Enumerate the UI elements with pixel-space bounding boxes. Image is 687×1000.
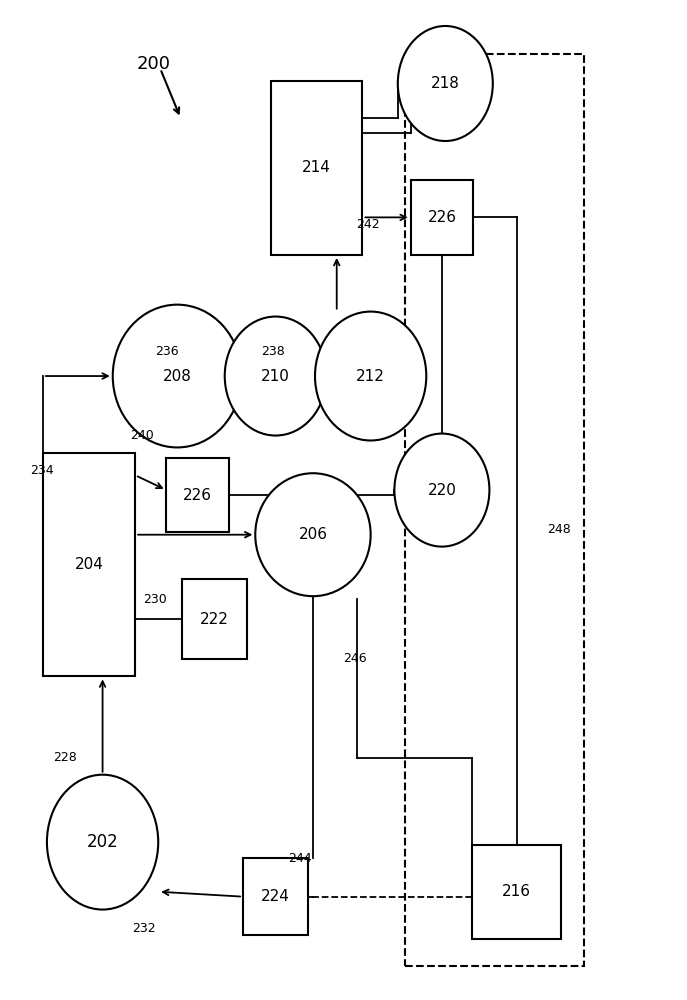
Text: 238: 238 <box>260 345 284 358</box>
Bar <box>473 845 561 939</box>
Text: 212: 212 <box>356 369 385 384</box>
Ellipse shape <box>398 26 493 141</box>
Bar <box>166 458 229 532</box>
Ellipse shape <box>113 305 242 447</box>
Bar <box>243 858 308 935</box>
Text: 234: 234 <box>30 464 54 477</box>
Bar <box>271 81 362 255</box>
Ellipse shape <box>225 317 326 436</box>
Text: 206: 206 <box>298 527 328 542</box>
Text: 202: 202 <box>87 833 118 851</box>
Bar <box>182 579 247 659</box>
Ellipse shape <box>394 434 489 547</box>
Text: 204: 204 <box>75 557 104 572</box>
Bar <box>405 54 585 966</box>
Text: 200: 200 <box>137 55 170 73</box>
Text: 208: 208 <box>163 369 192 384</box>
Text: 210: 210 <box>261 369 290 384</box>
Text: 216: 216 <box>502 884 531 899</box>
Text: 240: 240 <box>130 429 153 442</box>
Text: 244: 244 <box>288 852 311 865</box>
Text: 214: 214 <box>302 160 331 175</box>
Text: 226: 226 <box>183 488 212 503</box>
Bar <box>43 453 135 676</box>
Text: 226: 226 <box>427 210 456 225</box>
Ellipse shape <box>315 312 427 440</box>
Text: 222: 222 <box>200 611 229 626</box>
Bar <box>411 180 473 255</box>
Text: 236: 236 <box>155 345 179 358</box>
Text: 232: 232 <box>132 922 155 935</box>
Text: 220: 220 <box>427 483 456 498</box>
Text: 228: 228 <box>53 751 77 764</box>
Text: 224: 224 <box>261 889 290 904</box>
Text: 218: 218 <box>431 76 460 91</box>
Text: 230: 230 <box>144 593 167 606</box>
Ellipse shape <box>47 775 158 910</box>
Ellipse shape <box>256 473 371 596</box>
Text: 242: 242 <box>356 218 379 231</box>
Text: 248: 248 <box>547 523 571 536</box>
Text: 246: 246 <box>344 652 367 665</box>
